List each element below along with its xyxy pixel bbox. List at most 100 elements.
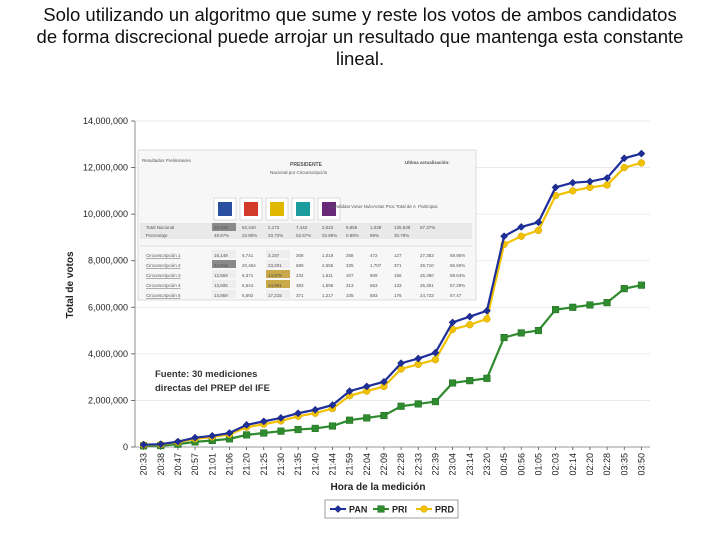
data-point-pri xyxy=(277,427,285,435)
data-point-pan xyxy=(139,440,148,449)
legend-box xyxy=(324,499,459,519)
data-point-pan xyxy=(517,222,526,231)
data-point-pri xyxy=(483,374,491,382)
x-tick-label: 20:47 xyxy=(173,453,183,476)
inset-cell: 59.64% xyxy=(450,273,465,278)
inset-cell: 258 xyxy=(346,253,354,258)
inset-cell: 308 xyxy=(296,253,304,258)
chart-series xyxy=(139,149,646,450)
data-point-pan xyxy=(500,232,509,241)
inset-cell: 0.89% xyxy=(346,233,359,238)
inset-header-right: Ultima actualización: xyxy=(405,160,450,165)
inset-row-label: Porcentaje xyxy=(146,233,168,238)
inset-row-link: Circunscripción 3 xyxy=(146,273,181,278)
inset-cell: 105 xyxy=(346,293,354,298)
inset-cell-bg xyxy=(212,250,236,258)
inset-cell: 26,351 xyxy=(420,283,434,288)
inset-cell-bg xyxy=(266,280,290,288)
x-tick-label: 21:59 xyxy=(345,453,355,476)
caption-line-1: Solo utilizando un algoritmo que sume y … xyxy=(43,4,677,25)
inset-party-logos xyxy=(213,197,341,221)
data-point-pan xyxy=(637,149,646,158)
inset-subtitle: Nacional por Circunscripción xyxy=(270,170,328,175)
inset-cell: 9,955 xyxy=(346,225,358,230)
inset-cell: 7,442 xyxy=(296,225,308,230)
data-point-pan xyxy=(208,431,217,440)
x-tick-label: 02:03 xyxy=(551,453,561,476)
inset-cell: 371 xyxy=(296,293,304,298)
data-point-pan xyxy=(551,183,560,192)
inset-row-link: Circunscripción 2 xyxy=(146,263,181,268)
x-tick-label: 22:33 xyxy=(413,453,423,476)
inset-cell: 25,350 xyxy=(420,273,434,278)
data-point-pri xyxy=(466,377,474,385)
data-point-pri xyxy=(637,281,645,289)
legend-label: PAN xyxy=(349,505,367,515)
x-tick-label: 02:14 xyxy=(568,453,578,476)
data-point-pan xyxy=(276,413,285,422)
data-point-pan xyxy=(568,178,577,187)
x-tick-label: 20:57 xyxy=(190,453,200,476)
data-point-pan xyxy=(482,306,491,315)
inset-cell: 2,173 xyxy=(268,225,280,230)
data-point-pan xyxy=(259,417,268,426)
inset-cell: 127 xyxy=(394,253,402,258)
data-point-pri xyxy=(534,327,542,335)
x-tick-label: 21:40 xyxy=(310,453,320,476)
x-tick-label: 20:38 xyxy=(156,453,166,476)
chart-axes xyxy=(134,121,650,448)
x-tick-label: 02:20 xyxy=(585,453,595,476)
x-tick-label: 21:35 xyxy=(293,453,303,476)
legend-item-pri: PRI xyxy=(373,505,407,515)
inset-cell: 30.79% xyxy=(394,233,409,238)
data-point-pri xyxy=(603,299,611,307)
y-axis-ticks: 0 2,000,000 4,000,000 6,000,000 8,000,000 10,… xyxy=(83,116,135,452)
inset-cell: 107 xyxy=(346,273,354,278)
inset-cell: 62,440 xyxy=(242,225,256,230)
inset-cell: 57.47 xyxy=(450,293,462,298)
inset-cell: 17,215 xyxy=(268,293,282,298)
x-axis-ticks: 20:33 20:38 20:47 20:57 21:01 21:06 21:20 21:25… xyxy=(139,447,646,476)
data-point-pri xyxy=(569,303,577,311)
data-point-prd xyxy=(534,226,543,235)
inset-total-highlight xyxy=(212,223,236,231)
data-point-pan xyxy=(431,348,440,357)
inset-column-label: Total de A xyxy=(396,204,416,209)
inset-cell: 02.67% xyxy=(296,233,311,238)
data-point-pan xyxy=(156,440,165,449)
party-logo-icon xyxy=(244,202,258,216)
x-tick-label: 01:05 xyxy=(533,453,543,476)
inset-cell: 135,538 xyxy=(394,225,411,230)
inset-cell: 56.60% xyxy=(450,263,465,268)
data-point-prd xyxy=(637,159,646,167)
chart-legend: PAN PRI PRD xyxy=(324,499,459,519)
y-tick-label: 8,000,000 xyxy=(88,256,128,266)
data-point-pan xyxy=(191,433,200,442)
inset-cell-bg xyxy=(212,260,236,268)
data-point-pri xyxy=(380,412,388,420)
inset-cell: 133 xyxy=(394,283,402,288)
inset-cell-bg xyxy=(212,280,236,288)
data-point-pan xyxy=(362,382,371,391)
inset-cell: 14,878 xyxy=(268,273,282,278)
data-point-pan xyxy=(448,318,457,327)
inset-cell: 24,691 xyxy=(268,283,282,288)
y-tick-label: 6,000,000 xyxy=(88,302,128,312)
inset-cell: 1,039 xyxy=(370,225,382,230)
x-tick-label: 23:14 xyxy=(465,453,475,476)
inset-cell: 472 xyxy=(370,253,378,258)
data-point-pri xyxy=(397,402,405,410)
x-tick-label: 21:44 xyxy=(327,453,337,476)
x-tick-label: 21:25 xyxy=(259,453,269,476)
data-point-prd xyxy=(603,181,611,189)
inset-cell: 3,197 xyxy=(268,253,280,258)
data-point-pan xyxy=(465,312,474,321)
data-point-pan xyxy=(379,377,388,386)
data-point-prd xyxy=(483,315,491,323)
inset-cell: 59.95% xyxy=(450,253,465,258)
inset-cell: 40,419 xyxy=(214,225,228,230)
inset-row-link: Circunscripción 1 xyxy=(146,253,181,258)
inset-column-label: Votos Nulo xyxy=(351,204,373,209)
inset-title: PRESIDENTE xyxy=(290,162,323,168)
